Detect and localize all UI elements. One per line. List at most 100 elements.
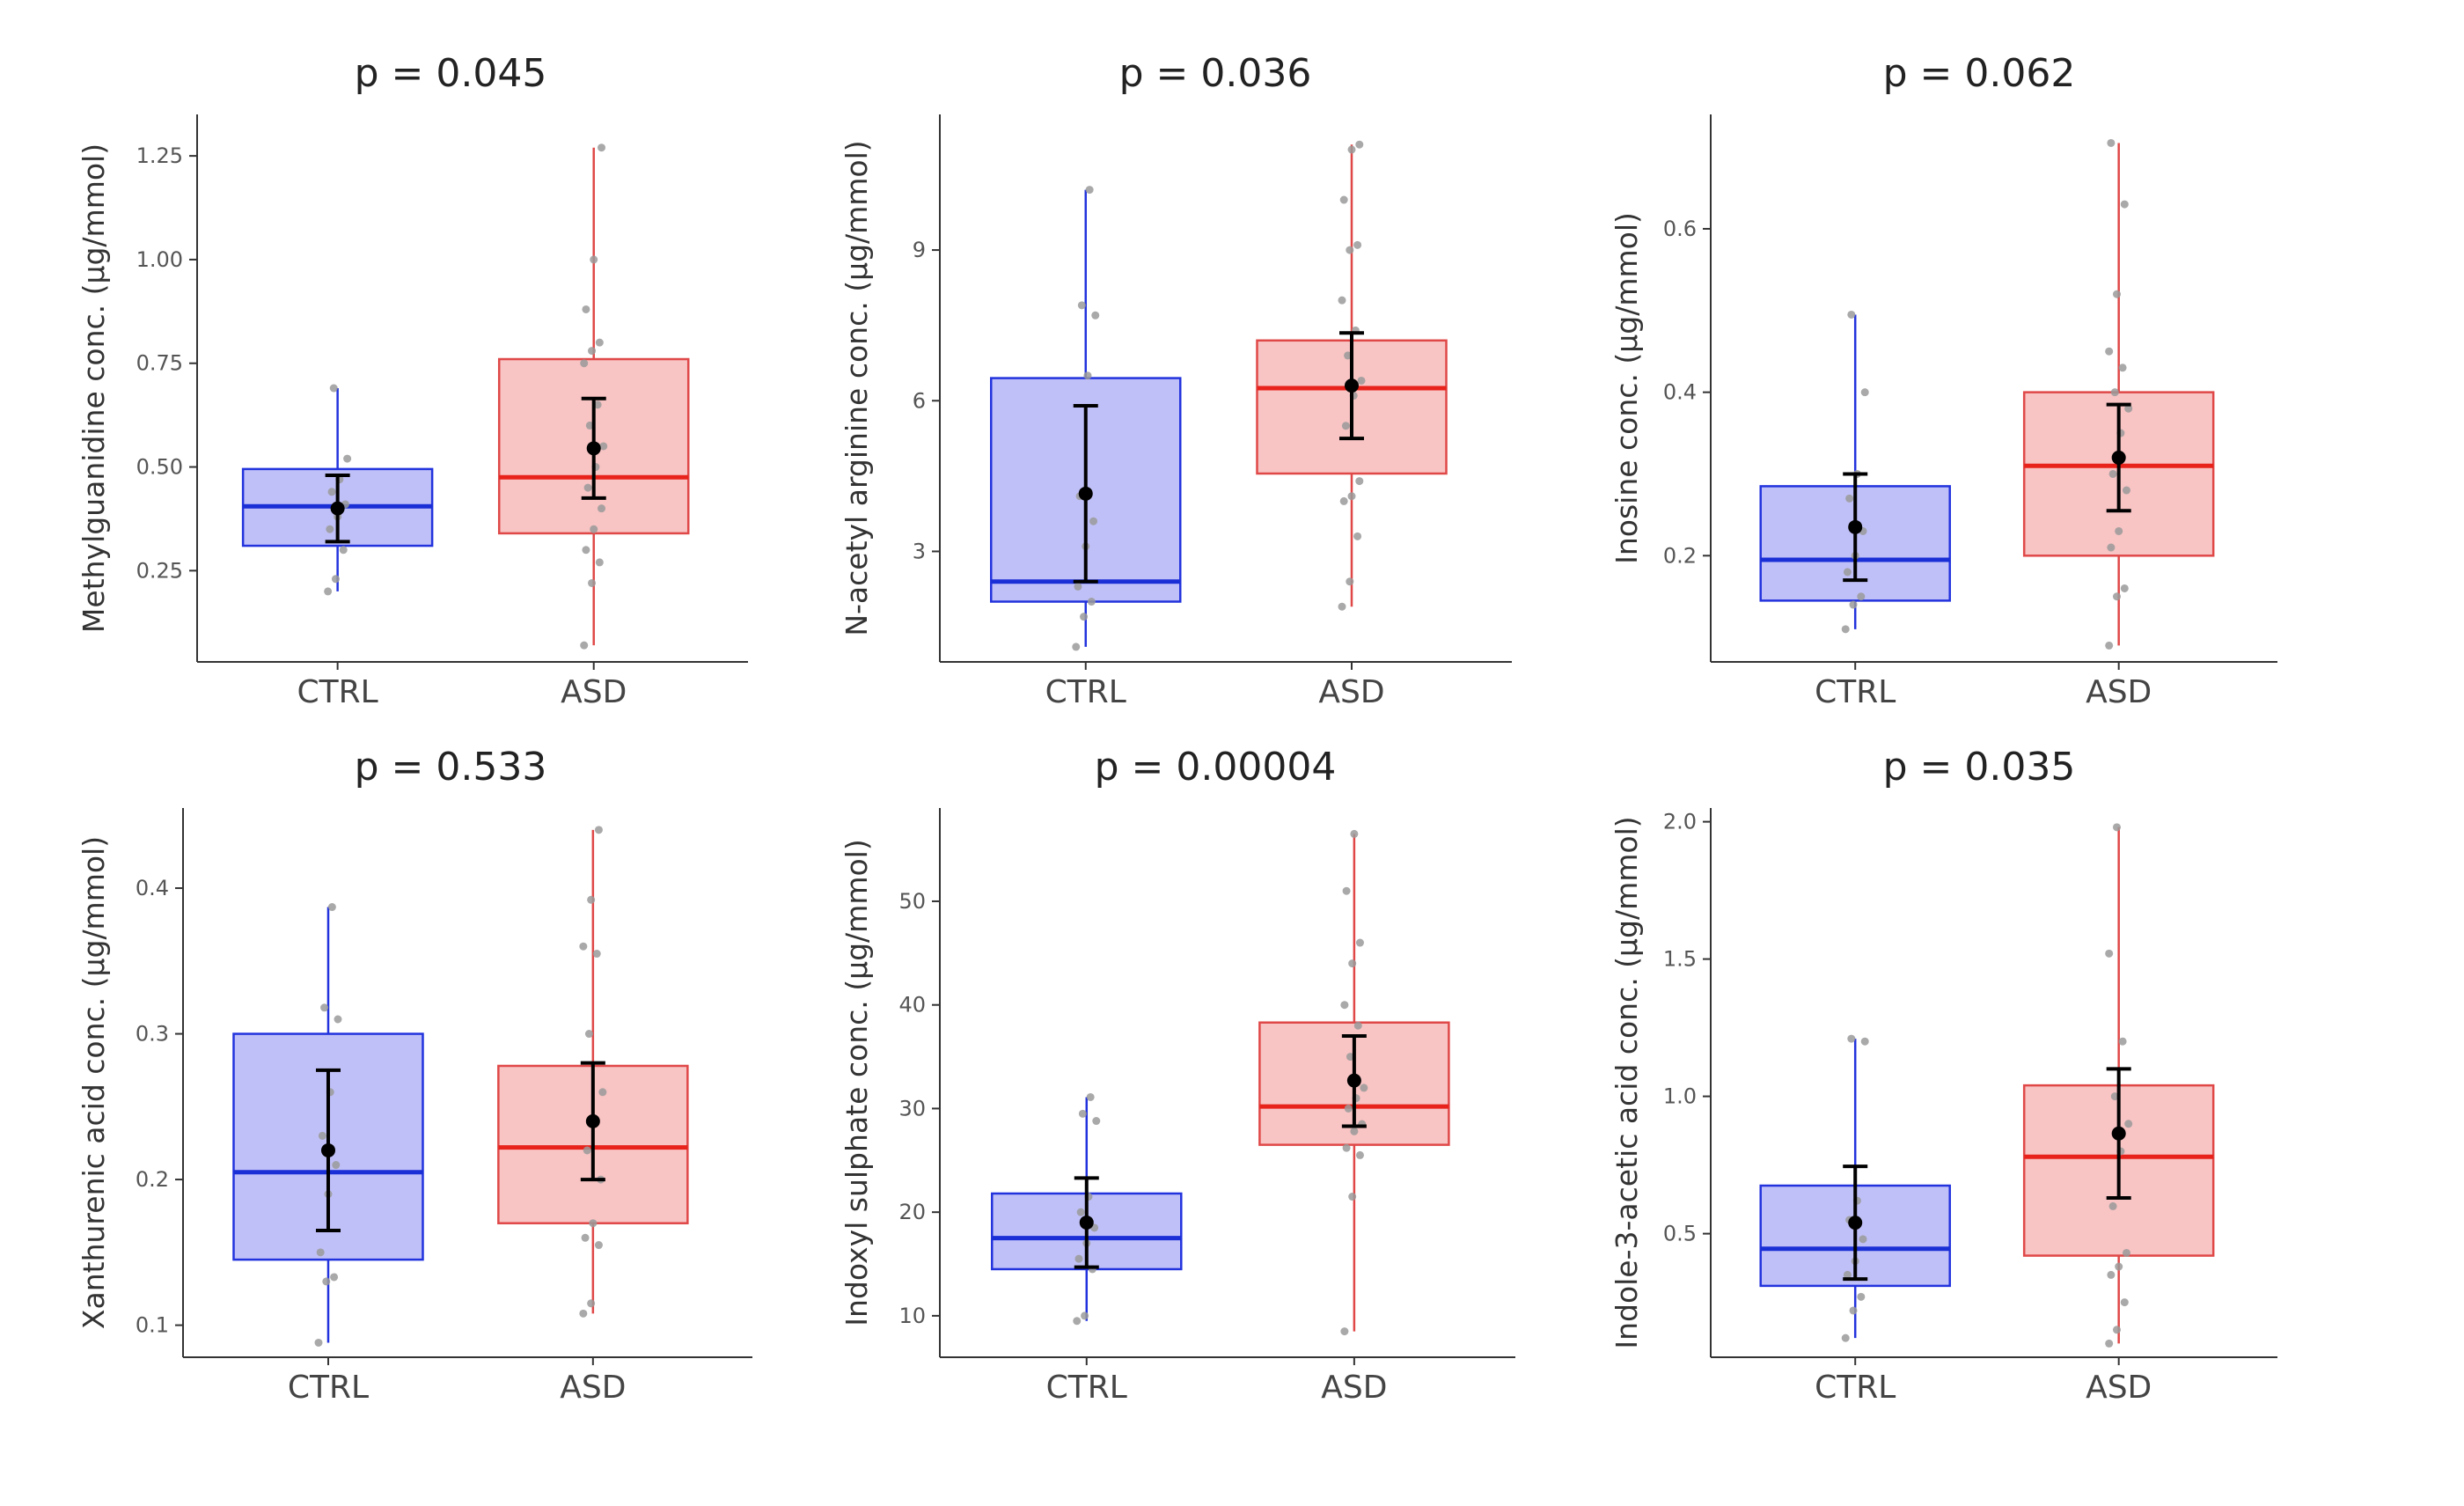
data-point <box>2112 823 2121 832</box>
data-point <box>343 454 352 463</box>
data-point <box>1342 1143 1351 1152</box>
y-tick-label: 0.2 <box>136 1167 169 1192</box>
data-point <box>1857 1292 1866 1301</box>
data-point <box>2110 388 2119 397</box>
series-asd <box>497 826 689 1318</box>
mean-point <box>585 1113 600 1128</box>
data-point <box>324 587 333 596</box>
data-point <box>590 255 598 264</box>
data-point <box>1348 1193 1357 1201</box>
data-point <box>2118 1037 2127 1046</box>
data-point <box>314 1338 323 1347</box>
data-point <box>2124 404 2133 413</box>
data-point <box>598 143 606 152</box>
y-tick-label: 0.5 <box>1663 1222 1697 1246</box>
data-point <box>587 1299 596 1308</box>
data-point <box>588 578 597 587</box>
mean-point <box>586 441 601 456</box>
data-point <box>2124 1120 2133 1128</box>
data-point <box>1083 371 1092 380</box>
mean-point <box>320 1142 335 1157</box>
y-tick-label: 0.2 <box>1663 543 1697 568</box>
data-point <box>1077 301 1086 310</box>
data-point <box>1849 1306 1858 1315</box>
data-point <box>1849 600 1858 609</box>
data-point <box>582 305 590 313</box>
data-point <box>329 384 338 393</box>
data-point <box>1338 296 1346 305</box>
mean-point <box>1848 1216 1863 1231</box>
data-point <box>1340 1327 1349 1336</box>
y-tick-label: 0.4 <box>1663 380 1697 405</box>
y-tick-label: 1.00 <box>136 247 183 272</box>
panel-title: p = 0.035 <box>1883 745 2076 790</box>
series-asd <box>1258 829 1450 1336</box>
data-point <box>2107 138 2116 147</box>
x-tick-label: CTRL <box>1815 1370 1896 1406</box>
data-point <box>1086 1092 1095 1101</box>
data-point <box>2107 543 2116 552</box>
data-point <box>593 400 602 409</box>
data-point <box>598 504 606 513</box>
data-point <box>2105 641 2114 650</box>
data-point <box>2105 347 2114 356</box>
x-tick-label: CTRL <box>297 674 378 710</box>
data-point <box>587 895 596 904</box>
y-tick-label: 40 <box>898 993 926 1017</box>
data-point <box>1353 532 1362 540</box>
mean-point <box>1078 486 1093 501</box>
series-ctrl <box>241 384 434 596</box>
data-point <box>1347 492 1356 501</box>
panel-title: p = 0.062 <box>1883 51 2076 96</box>
data-point <box>580 359 589 368</box>
mean-point <box>1848 519 1863 534</box>
data-point <box>1860 1037 1869 1046</box>
data-point <box>1074 1254 1083 1263</box>
mean-point <box>1079 1215 1094 1230</box>
data-point <box>2118 364 2127 372</box>
data-point <box>1353 240 1362 249</box>
data-point <box>1346 577 1354 586</box>
data-point <box>1347 145 1356 154</box>
data-point <box>1360 1084 1368 1092</box>
y-axis-label: N-acetyl arginine conc. (µg/mmol) <box>840 140 874 635</box>
data-point <box>2105 949 2114 958</box>
data-point <box>1350 1127 1359 1135</box>
data-point <box>582 546 590 555</box>
data-point <box>327 903 336 912</box>
series-ctrl <box>991 1092 1183 1326</box>
data-point <box>1355 1150 1364 1159</box>
x-tick-label: ASD <box>2086 674 2152 710</box>
data-point <box>1346 246 1354 254</box>
data-point <box>318 1131 326 1140</box>
data-point <box>1355 140 1364 149</box>
y-tick-label: 6 <box>913 388 926 413</box>
data-point <box>1081 1311 1089 1320</box>
data-point <box>1847 1034 1856 1043</box>
data-point <box>1089 517 1098 525</box>
data-point <box>2112 592 2121 601</box>
y-axis-label: Methylguanidine conc. (µg/mmol) <box>77 143 111 633</box>
data-point <box>1091 311 1100 320</box>
data-point <box>1341 422 1350 430</box>
data-point <box>580 641 589 650</box>
data-point <box>595 338 604 347</box>
mean-point <box>2111 1126 2126 1141</box>
data-point <box>330 1273 339 1282</box>
y-tick-label: 2.0 <box>1663 810 1697 834</box>
series-asd <box>1256 140 1448 611</box>
panels: p = 0.045 Methylguanidine conc. (µg/mmol)… <box>77 51 2277 1406</box>
data-point <box>598 1088 607 1097</box>
data-point <box>1087 598 1096 606</box>
x-tick-label: CTRL <box>1815 674 1896 710</box>
data-point <box>594 826 603 834</box>
y-tick-label: 3 <box>913 539 926 563</box>
data-point <box>1346 1053 1354 1062</box>
data-point <box>2110 1092 2119 1101</box>
x-tick-label: ASD <box>1321 1370 1387 1406</box>
series-asd <box>2022 138 2215 650</box>
y-tick-label: 10 <box>898 1304 926 1328</box>
data-point <box>588 347 597 356</box>
chart-panel-1: p = 0.045 Methylguanidine conc. (µg/mmol)… <box>77 51 748 710</box>
data-point <box>1340 1001 1349 1010</box>
